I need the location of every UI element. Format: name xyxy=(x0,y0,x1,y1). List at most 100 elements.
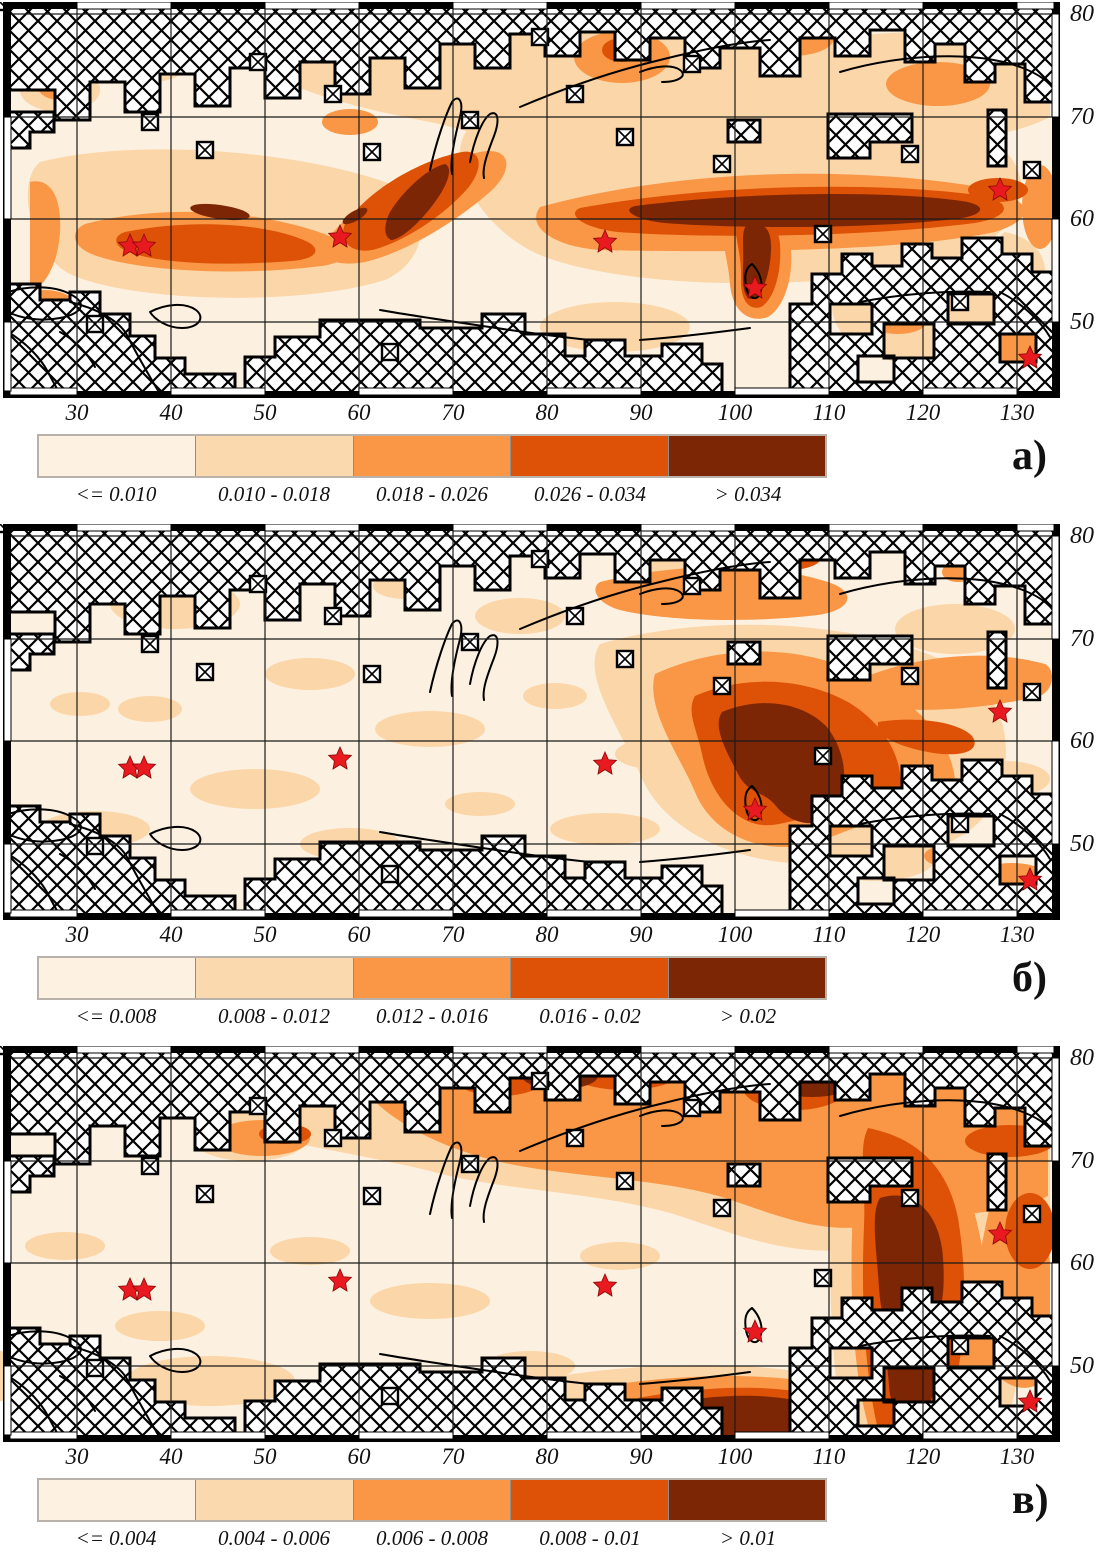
latitude-axis-b: 80 70 60 50 xyxy=(1062,523,1113,920)
panel-letter-b: б) xyxy=(1012,955,1047,1001)
x-tick: 100 xyxy=(717,922,753,947)
x-tick: 80 xyxy=(535,400,559,425)
x-tick: 50 xyxy=(253,400,277,425)
longitude-axis-v: 30 40 50 60 70 80 90 100 110 120 130 xyxy=(0,1442,1113,1474)
legend-label: <= 0.010 xyxy=(75,482,157,506)
map-b-row: 80 70 60 50 xyxy=(0,523,1113,920)
legend-swatch xyxy=(353,436,512,476)
x-tick: 70 xyxy=(441,1444,465,1469)
x-tick: 60 xyxy=(347,1444,371,1469)
x-tick: 110 xyxy=(812,1444,846,1469)
legend-color-bar xyxy=(37,1478,827,1522)
legend-swatch xyxy=(39,1480,197,1520)
legend-label: 0.008 - 0.012 xyxy=(218,1004,330,1028)
y-tick: 60 xyxy=(1070,1250,1094,1276)
legend-swatch xyxy=(196,958,354,998)
y-tick: 50 xyxy=(1070,309,1094,335)
legend-label: > 0.02 xyxy=(719,1004,777,1028)
legend-swatch xyxy=(353,958,512,998)
y-tick: 60 xyxy=(1070,206,1094,232)
map-canvas-b xyxy=(0,524,1062,920)
map-canvas-v xyxy=(0,1046,1062,1442)
x-tick: 40 xyxy=(159,1444,183,1469)
legend-swatch xyxy=(196,436,354,476)
legend-swatch xyxy=(39,958,197,998)
map-a-row: 80 70 60 50 xyxy=(0,1,1113,398)
x-tick: 90 xyxy=(629,922,653,947)
legend-swatch xyxy=(668,958,826,998)
x-tick: 30 xyxy=(65,400,89,425)
x-tick: 120 xyxy=(905,1444,941,1469)
legend-label: <= 0.008 xyxy=(75,1004,157,1028)
legend-color-bar xyxy=(37,434,827,478)
legend-swatch xyxy=(511,1480,669,1520)
x-tick: 110 xyxy=(812,400,846,425)
x-tick: 130 xyxy=(999,400,1035,425)
legend-label: 0.008 - 0.01 xyxy=(539,1526,641,1550)
map-canvas-a xyxy=(0,2,1062,398)
y-tick: 80 xyxy=(1070,1045,1094,1071)
legend-v: <= 0.004 0.004 - 0.006 0.006 - 0.008 0.0… xyxy=(0,1478,1113,1562)
legend-label: 0.016 - 0.02 xyxy=(539,1004,641,1028)
x-tick: 120 xyxy=(905,922,941,947)
legend-label: 0.004 - 0.006 xyxy=(218,1526,330,1550)
x-tick: 70 xyxy=(441,400,465,425)
map-panel-a: 80 70 60 50 30 40 50 60 70 80 90 100 110… xyxy=(0,1,1113,518)
x-tick: 100 xyxy=(717,400,753,425)
legend-swatch xyxy=(196,1480,354,1520)
legend-label: <= 0.004 xyxy=(75,1526,157,1550)
y-tick: 50 xyxy=(1070,831,1094,857)
legend-class-labels: <= 0.004 0.004 - 0.006 0.006 - 0.008 0.0… xyxy=(37,1526,827,1551)
latitude-axis-a: 80 70 60 50 xyxy=(1062,1,1113,398)
x-tick: 70 xyxy=(441,922,465,947)
x-tick: 90 xyxy=(629,1444,653,1469)
legend-a: <= 0.010 0.010 - 0.018 0.018 - 0.026 0.0… xyxy=(0,434,1113,518)
x-tick: 40 xyxy=(159,922,183,947)
x-tick: 120 xyxy=(905,400,941,425)
legend-swatch xyxy=(511,436,669,476)
legend-class-labels: <= 0.008 0.008 - 0.012 0.012 - 0.016 0.0… xyxy=(37,1004,827,1029)
legend-color-bar xyxy=(37,956,827,1000)
y-tick: 70 xyxy=(1070,626,1094,652)
map-v-row: 80 70 60 50 xyxy=(0,1045,1113,1442)
x-tick: 80 xyxy=(535,922,559,947)
y-tick: 60 xyxy=(1070,728,1094,754)
x-tick: 130 xyxy=(999,1444,1035,1469)
legend-label: 0.018 - 0.026 xyxy=(376,482,488,506)
x-tick: 60 xyxy=(347,922,371,947)
x-tick: 30 xyxy=(65,1444,89,1469)
legend-swatch xyxy=(353,1480,512,1520)
legend-swatch xyxy=(511,958,669,998)
legend-class-labels: <= 0.010 0.010 - 0.018 0.018 - 0.026 0.0… xyxy=(37,482,827,507)
legend-label: 0.012 - 0.016 xyxy=(376,1004,488,1028)
y-tick: 70 xyxy=(1070,1148,1094,1174)
latitude-axis-v: 80 70 60 50 xyxy=(1062,1045,1113,1442)
legend-label: 0.006 - 0.008 xyxy=(376,1526,488,1550)
x-tick: 60 xyxy=(347,400,371,425)
legend-label: 0.026 - 0.034 xyxy=(534,482,646,506)
panel-letter-a: а) xyxy=(1012,433,1047,479)
x-tick: 30 xyxy=(65,922,89,947)
legend-label: 0.010 - 0.018 xyxy=(218,482,330,506)
x-tick: 90 xyxy=(629,400,653,425)
x-tick: 130 xyxy=(999,922,1035,947)
legend-swatch xyxy=(39,436,197,476)
longitude-axis-a: 30 40 50 60 70 80 90 100 110 120 130 xyxy=(0,398,1113,430)
y-tick: 70 xyxy=(1070,104,1094,130)
x-tick: 40 xyxy=(159,400,183,425)
legend-label: > 0.034 xyxy=(714,482,782,506)
legend-swatch xyxy=(668,1480,826,1520)
x-tick: 50 xyxy=(253,1444,277,1469)
x-tick: 110 xyxy=(812,922,846,947)
x-tick: 50 xyxy=(253,922,277,947)
map-panel-v: 80 70 60 50 30 40 50 60 70 80 90 100 110… xyxy=(0,1045,1113,1562)
y-tick: 80 xyxy=(1070,523,1094,549)
x-tick: 100 xyxy=(717,1444,753,1469)
legend-swatch xyxy=(668,436,826,476)
panel-letter-v: в) xyxy=(1012,1477,1049,1523)
map-panel-b: 80 70 60 50 30 40 50 60 70 80 90 100 110… xyxy=(0,523,1113,1040)
x-tick: 80 xyxy=(535,1444,559,1469)
y-tick: 50 xyxy=(1070,1353,1094,1379)
longitude-axis-b: 30 40 50 60 70 80 90 100 110 120 130 xyxy=(0,920,1113,952)
